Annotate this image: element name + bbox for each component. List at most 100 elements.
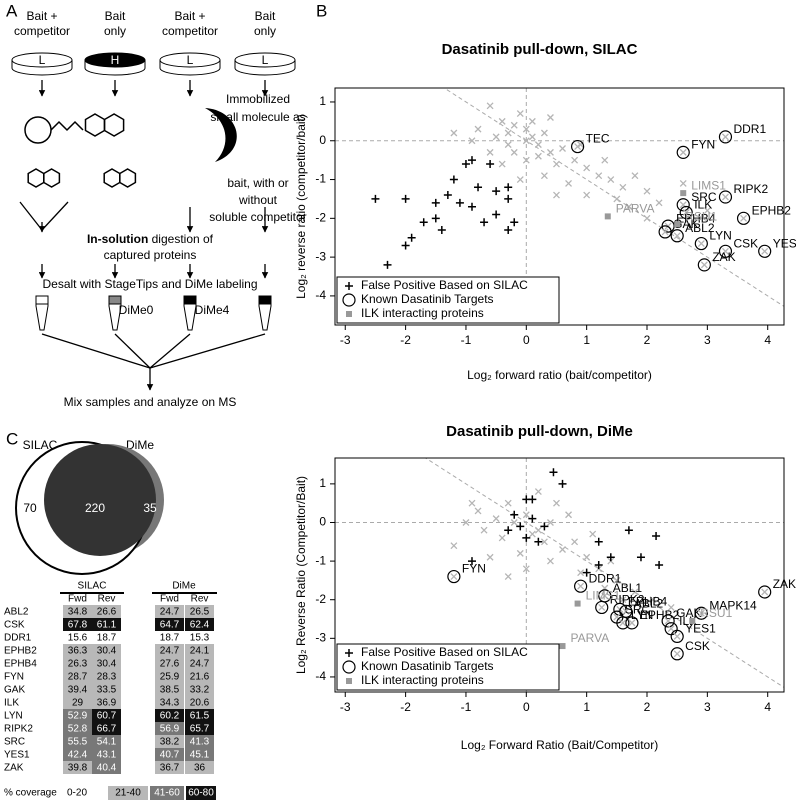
- table-value: 54.1: [97, 737, 117, 748]
- legend-marker: [346, 678, 352, 684]
- point-label: YES1: [685, 622, 716, 636]
- point: [516, 549, 524, 557]
- point: [467, 557, 476, 566]
- point: [510, 121, 518, 129]
- point-inner: [722, 133, 729, 141]
- point: [522, 511, 530, 519]
- point-inner: [574, 143, 582, 151]
- point: [486, 102, 494, 110]
- table-group: DiMe: [172, 581, 196, 592]
- table-cell: [185, 748, 214, 761]
- point-inner: [700, 261, 708, 269]
- point: [652, 532, 661, 540]
- legend-marker: [345, 649, 353, 657]
- table-cell: [92, 657, 121, 670]
- table-value: 60.2: [160, 711, 180, 722]
- legend-label: ILK interacting proteins: [361, 673, 484, 687]
- point-inner: [619, 619, 627, 627]
- plate-label: L: [262, 53, 269, 67]
- point-label: CSK: [685, 639, 710, 653]
- x-axis-label: Log₂ forward ratio (bait/competitor): [467, 368, 652, 382]
- legend-label: ILK interacting proteins: [361, 306, 484, 320]
- table-cell: [155, 761, 184, 774]
- table-value: 26.5: [190, 607, 210, 618]
- point: [540, 538, 548, 546]
- point: [443, 191, 452, 200]
- point-label: ABL1: [613, 581, 643, 595]
- x-tick-label: 1: [583, 333, 590, 347]
- point: [565, 511, 573, 519]
- y-tick-label: -1: [315, 553, 326, 567]
- y-tick-label: 0: [319, 133, 326, 147]
- table-value: 36: [194, 763, 206, 774]
- table-cell: [185, 683, 214, 696]
- tube-cap: [35, 295, 49, 305]
- crescent: [205, 108, 237, 162]
- bead: [24, 116, 52, 144]
- legend-label: Known Dasatinib Targets: [361, 292, 494, 306]
- point: [624, 526, 633, 535]
- point: [670, 629, 684, 643]
- plot-frame: [334, 457, 785, 693]
- table-value: 55.5: [68, 737, 88, 748]
- table-cell: [92, 605, 121, 618]
- table-value: 28.3: [97, 672, 117, 683]
- point: [522, 565, 530, 573]
- point-label: PARVA: [571, 631, 610, 645]
- table-cell: [155, 748, 184, 761]
- plate-label: L: [39, 53, 46, 67]
- venn-overlap: [44, 444, 156, 556]
- point: [670, 229, 684, 243]
- point: [504, 499, 512, 507]
- condition-header: Bait: [255, 9, 276, 23]
- x-tick-label: 0: [523, 700, 530, 714]
- point: [758, 585, 772, 599]
- point: [504, 129, 512, 137]
- row-name: GAK: [4, 685, 25, 696]
- table-cell: [155, 722, 184, 735]
- table-cell: [92, 709, 121, 722]
- point: [643, 187, 651, 195]
- point: [594, 560, 603, 569]
- point: [559, 546, 566, 553]
- point: [631, 172, 639, 180]
- x-tick-label: -3: [340, 700, 351, 714]
- chart-title: Dasatinib pull-down, DiMe: [446, 423, 633, 440]
- legend-label: False Positive Based on SILAC: [361, 645, 528, 659]
- point: [504, 225, 513, 234]
- table-value: 64.7: [160, 620, 180, 631]
- table-value: 24.1: [190, 646, 210, 657]
- x-tick-label: 3: [704, 700, 711, 714]
- table-value: 24.7: [160, 607, 180, 618]
- point: [437, 225, 446, 234]
- point-inner: [740, 214, 748, 222]
- merge-line: [149, 333, 191, 369]
- point: [658, 225, 672, 239]
- merge-line: [41, 201, 69, 231]
- y-tick-label: -3: [315, 249, 326, 263]
- point: [619, 596, 627, 604]
- point-label: DDR1: [733, 122, 766, 136]
- point: [474, 125, 482, 133]
- plate-top: [84, 52, 146, 68]
- table-value: 38.5: [160, 685, 180, 696]
- point: [601, 156, 609, 164]
- point: [559, 145, 566, 152]
- table-cell: [92, 618, 121, 631]
- table-cell: [185, 722, 214, 735]
- point: [383, 260, 392, 269]
- point: [583, 164, 591, 172]
- point-label: PARVA: [616, 202, 655, 216]
- point: [595, 172, 603, 180]
- point: [679, 205, 693, 220]
- point: [486, 553, 494, 561]
- point: [582, 568, 591, 577]
- table-cell: [63, 631, 92, 644]
- table-cell: [92, 683, 121, 696]
- point-label: DDR1: [589, 571, 622, 585]
- row-name: LYN: [4, 711, 23, 722]
- condition-header: Bait: [105, 9, 126, 23]
- point-inner: [667, 625, 675, 633]
- table-value: 34.8: [68, 607, 88, 618]
- point: [655, 199, 663, 207]
